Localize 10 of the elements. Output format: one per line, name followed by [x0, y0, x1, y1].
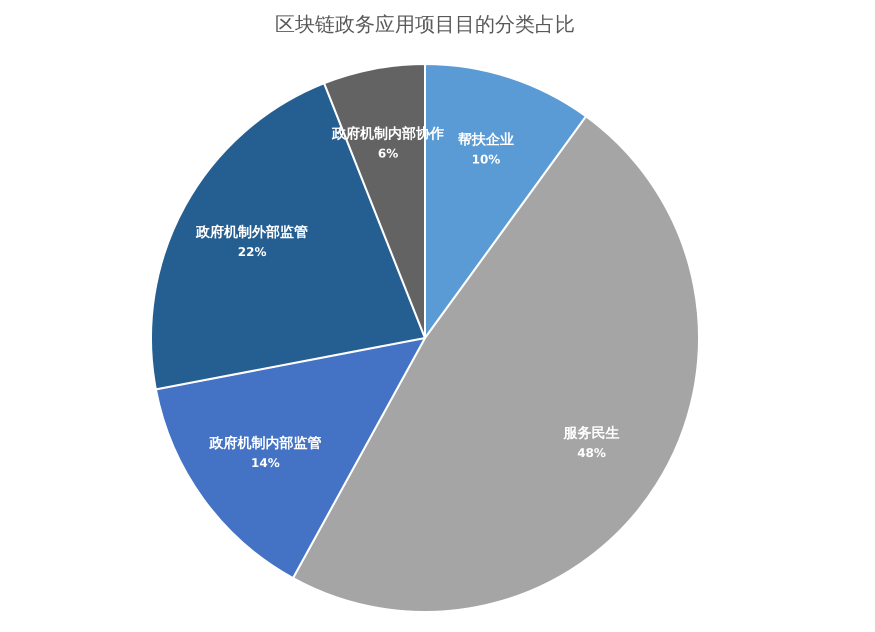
slice-label: 政府机制内部监管 [208, 434, 322, 452]
slice-label: 服务民生 [562, 425, 620, 442]
data-label: 10% [472, 152, 500, 166]
data-label: 14% [251, 456, 280, 470]
data-label: 48% [577, 446, 606, 460]
slice-label: 政府机制外部监管 [195, 224, 308, 241]
data-label: 6% [378, 146, 398, 160]
data-label: 22% [238, 245, 266, 260]
chart-title: 区块链政务应用项目目的分类占比 [275, 12, 575, 36]
slice-label: 帮扶企业 [456, 132, 514, 148]
